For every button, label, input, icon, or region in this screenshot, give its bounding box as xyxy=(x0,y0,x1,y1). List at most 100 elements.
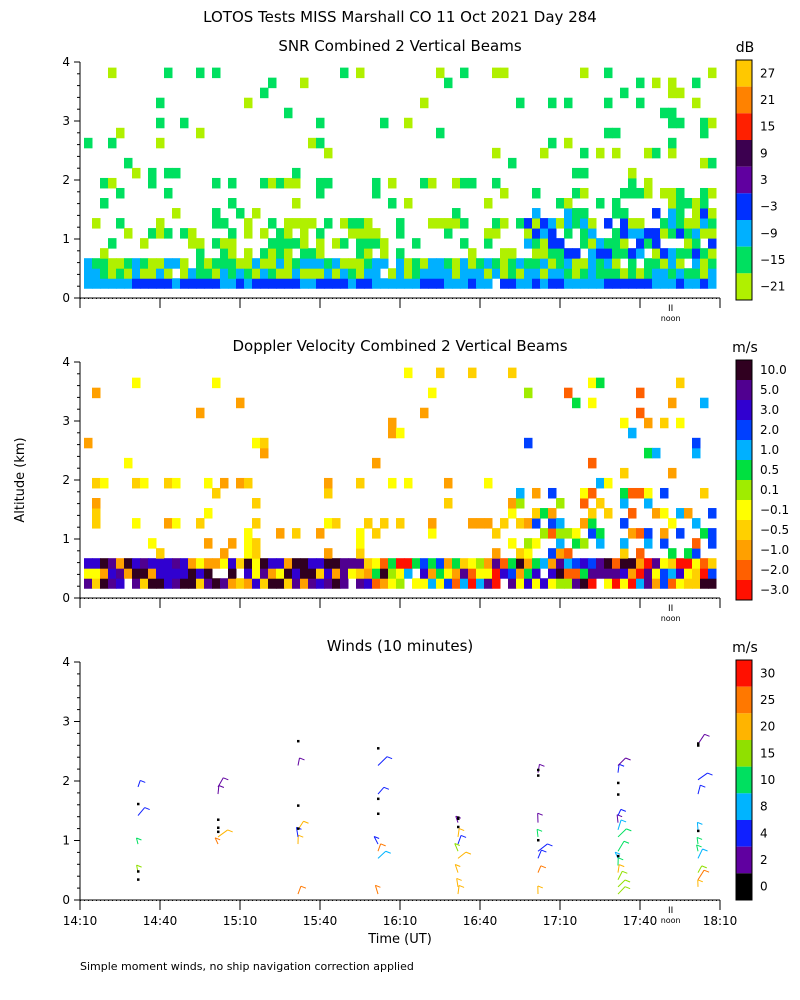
snr-cell xyxy=(676,228,685,239)
snr-cell xyxy=(548,278,557,289)
doppler-cell xyxy=(548,558,557,569)
snr-cell xyxy=(668,228,677,239)
winds-colorbar-segment xyxy=(736,793,752,820)
doppler-cell xyxy=(476,578,485,589)
snr-cell xyxy=(708,248,717,259)
doppler-cell xyxy=(476,568,485,579)
snr-cell xyxy=(708,278,717,289)
doppler-cell xyxy=(428,578,437,589)
wind-calm-marker xyxy=(537,768,540,772)
doppler-cell xyxy=(436,367,445,379)
doppler-cell xyxy=(564,558,573,569)
doppler-cell xyxy=(372,457,381,469)
doppler-cell xyxy=(300,558,309,569)
snr-cell xyxy=(532,258,541,269)
snr-cell xyxy=(596,258,605,269)
doppler-cell xyxy=(596,477,605,489)
doppler-cell xyxy=(204,477,213,489)
snr-cell xyxy=(692,198,701,209)
snr-cell xyxy=(100,248,109,259)
snr-cell xyxy=(668,107,677,119)
winds-colorbar-label: 15 xyxy=(760,746,775,760)
doppler-cell xyxy=(700,528,709,539)
doppler-cell xyxy=(532,578,541,589)
doppler-cell xyxy=(356,477,365,489)
doppler-cell xyxy=(84,437,93,449)
wind-barb-flag xyxy=(386,756,393,760)
winds-colorbar-segment xyxy=(736,686,752,714)
snr-cell xyxy=(572,187,581,199)
snr-cell xyxy=(308,248,317,259)
snr-cell xyxy=(524,218,533,229)
winds-xtick-label: 14:40 xyxy=(143,914,178,928)
snr-colorbar-label: −3 xyxy=(760,200,778,214)
snr-cell xyxy=(628,278,637,289)
snr-cell xyxy=(148,268,157,279)
wind-barb-flag xyxy=(707,772,713,776)
doppler-cell xyxy=(556,528,565,539)
doppler-cell xyxy=(140,578,149,589)
snr-cell xyxy=(676,198,685,209)
doppler-cell xyxy=(260,447,269,459)
doppler-cell xyxy=(620,558,629,569)
winds-ytick-label: 4 xyxy=(62,655,70,669)
snr-cell xyxy=(404,198,413,209)
doppler-cell xyxy=(244,477,253,489)
doppler-cell xyxy=(164,558,173,569)
doppler-cell xyxy=(84,578,93,589)
doppler-cell xyxy=(644,568,653,579)
snr-cell xyxy=(220,278,229,289)
wind-barb xyxy=(697,865,703,873)
doppler-cell xyxy=(100,477,109,489)
doppler-cell xyxy=(268,558,277,569)
snr-cell xyxy=(180,268,189,279)
doppler-cell xyxy=(492,548,501,559)
snr-colorbar-label: 9 xyxy=(760,146,768,160)
snr-cell xyxy=(532,228,541,239)
wind-barb xyxy=(295,827,299,838)
snr-cell xyxy=(660,278,669,289)
snr-cell xyxy=(644,147,653,159)
doppler-cell xyxy=(676,417,685,429)
snr-cell xyxy=(228,238,237,249)
snr-cell xyxy=(708,187,717,199)
wind-barb-flag xyxy=(623,840,630,844)
snr-cell xyxy=(612,147,621,159)
snr-cell xyxy=(364,258,373,269)
snr-noon-mark: II xyxy=(668,304,673,314)
doppler-cell xyxy=(164,518,173,529)
doppler-cell xyxy=(372,578,381,589)
winds-xtick-label: 17:10 xyxy=(543,914,578,928)
snr-cell xyxy=(260,248,269,259)
doppler-cell xyxy=(484,578,493,589)
snr-cell xyxy=(612,238,621,249)
doppler-cell xyxy=(596,558,605,569)
snr-colorbar-label: 27 xyxy=(760,66,775,80)
doppler-cell xyxy=(652,447,661,459)
snr-cell xyxy=(580,67,589,79)
snr-cell xyxy=(484,198,493,209)
snr-content xyxy=(84,67,717,289)
snr-cell xyxy=(268,258,277,269)
doppler-colorbar-label: −0.5 xyxy=(760,523,789,537)
snr-cell xyxy=(708,238,717,249)
wind-barb-flag xyxy=(618,857,624,861)
snr-cell xyxy=(92,258,101,269)
snr-colorbar-label: −9 xyxy=(760,226,778,240)
snr-cell xyxy=(308,278,317,289)
snr-cell xyxy=(372,228,381,239)
snr-cell xyxy=(108,268,117,279)
doppler-cell xyxy=(580,558,589,569)
snr-cell xyxy=(164,187,173,199)
doppler-cell xyxy=(92,477,101,489)
snr-cell xyxy=(564,218,573,229)
doppler-cell xyxy=(132,477,141,489)
snr-cell xyxy=(636,248,645,259)
doppler-cell xyxy=(556,558,565,569)
snr-cell xyxy=(396,248,405,259)
snr-ytick-label: 3 xyxy=(62,114,70,128)
doppler-cell xyxy=(676,578,685,589)
snr-cell xyxy=(244,218,253,229)
doppler-cell xyxy=(452,558,461,569)
doppler-cell xyxy=(172,558,181,569)
